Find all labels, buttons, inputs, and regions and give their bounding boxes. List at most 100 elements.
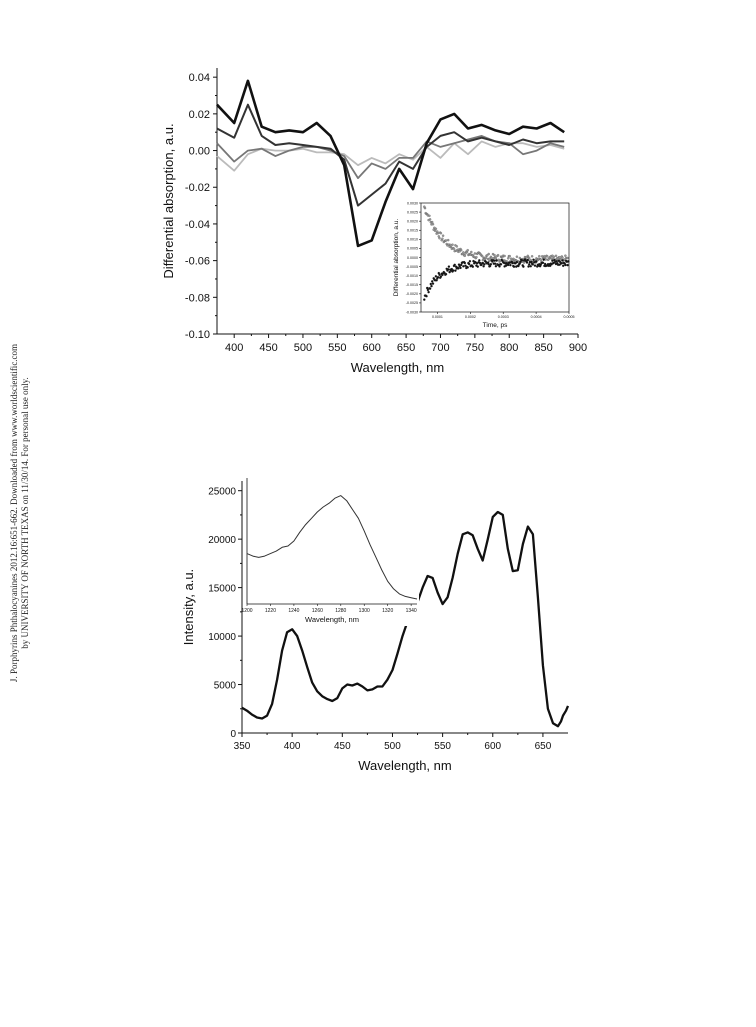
- inset-point-series-2: [567, 260, 570, 263]
- inset-point-series-1: [508, 254, 511, 258]
- inset-point-series-1: [561, 256, 564, 259]
- inset-point-series-2: [466, 266, 469, 269]
- inset-point-series-2: [535, 260, 538, 263]
- inset-point-series-2: [462, 265, 465, 268]
- inset-point-series-1: [438, 236, 441, 240]
- inset-x-tick-label: 0.0002: [465, 315, 476, 319]
- inset-point-series-2: [425, 295, 428, 298]
- inset-point-series-1: [494, 256, 498, 260]
- inset-point-series-2: [560, 262, 564, 265]
- inset-point-series-2: [512, 265, 516, 268]
- inset-point-series-2: [542, 258, 545, 261]
- inset-point-series-2: [439, 275, 443, 278]
- inset-point-series-1: [539, 258, 543, 261]
- inset-point-series-1: [452, 247, 456, 250]
- x-tick-label: 400: [225, 342, 243, 354]
- x-tick-label: 850: [534, 342, 552, 354]
- inset-x-axis-label: Time, ps: [483, 322, 508, 329]
- inset-point-series-2: [436, 276, 440, 279]
- x-tick-label: 450: [259, 342, 277, 354]
- inset-point-series-1: [530, 255, 534, 258]
- inset-point-series-2: [452, 269, 455, 272]
- inset-point-series-1: [423, 206, 427, 210]
- inset-y-tick-label: -0.0005: [406, 265, 418, 269]
- inset-point-series-2: [428, 287, 432, 290]
- inset-point-series-2: [457, 267, 460, 270]
- inset-point-series-2: [498, 265, 501, 268]
- inset-point-series-2: [527, 265, 530, 268]
- x-tick-label: 750: [466, 342, 484, 354]
- inset-point-series-1: [564, 254, 567, 257]
- nir-inset-chart: 1200 1220 1240 1260 1280 1300 1320 1340 Waveleng…: [241, 478, 419, 626]
- y-tick-label: 25000: [208, 487, 236, 498]
- inset-point-series-1: [470, 250, 473, 254]
- inset-y-tick-label: 0.0030: [407, 201, 418, 205]
- inset-y-tick-label: -0.0015: [406, 283, 418, 287]
- inset-point-series-2: [520, 259, 524, 262]
- y-tick-label: -0.06: [185, 256, 210, 268]
- inset-point-series-2: [444, 272, 448, 276]
- inset-point-series-2: [529, 265, 532, 268]
- inset-point-series-2: [459, 266, 462, 270]
- inset-point-series-2: [541, 261, 545, 264]
- inset-point-series-2: [494, 265, 498, 268]
- inset-point-series-2: [561, 259, 564, 262]
- inset-y-tick-label: 0.0020: [407, 219, 418, 223]
- inset-point-series-1: [465, 250, 469, 254]
- inset-x-tick-label: 1200: [241, 608, 252, 614]
- inset-point-series-2: [447, 265, 451, 268]
- inset-point-series-2: [448, 270, 451, 274]
- inset-point-series-2: [515, 260, 519, 264]
- inset-point-series-2: [564, 263, 567, 267]
- inset-point-series-1: [455, 245, 458, 248]
- x-tick-label: 550: [328, 342, 346, 354]
- inset-point-series-2: [423, 298, 426, 301]
- series-line-2: [216, 103, 565, 207]
- x-tick-label: 700: [431, 342, 449, 354]
- inset-point-series-2: [454, 269, 457, 272]
- y-tick-label: 0.02: [189, 109, 210, 121]
- inset-line: [246, 495, 418, 600]
- inset-x-tick-label: 1300: [359, 608, 370, 614]
- y-tick-label: 10000: [208, 632, 236, 643]
- inset-point-series-2: [507, 263, 510, 267]
- inset-point-series-1: [507, 257, 510, 260]
- inset-point-series-1: [463, 254, 466, 257]
- inset-point-series-2: [562, 264, 565, 267]
- y-tick-label: 0: [230, 729, 236, 740]
- inset-point-series-1: [546, 255, 549, 258]
- x-tick-label: 500: [294, 342, 312, 354]
- y-tick-label: 5000: [214, 681, 237, 692]
- inset-point-series-1: [496, 253, 500, 257]
- inset-point-series-1: [473, 252, 477, 255]
- inset-point-series-1: [566, 256, 569, 260]
- inset-point-series-1: [428, 218, 432, 221]
- inset-x-tick-label: 1280: [335, 608, 346, 614]
- inset-point-series-2: [531, 263, 535, 266]
- inset-point-series-1: [558, 256, 561, 259]
- x-tick-label: 500: [384, 741, 401, 752]
- inset-point-series-1: [481, 254, 484, 258]
- inset-y-tick-label: -0.0010: [406, 274, 418, 278]
- y-tick-label: 0.04: [189, 72, 210, 84]
- inset-point-series-1: [490, 256, 493, 260]
- x-tick-label: 650: [535, 741, 552, 752]
- inset-x-tick-label: 0.0005: [564, 315, 575, 319]
- inset-point-series-1: [481, 258, 485, 262]
- inset-point-series-1: [488, 259, 491, 263]
- y-tick-label: 0.00: [189, 146, 210, 158]
- inset-point-series-2: [476, 265, 479, 268]
- y-tick-label: -0.02: [185, 182, 210, 194]
- inset-point-series-1: [434, 227, 438, 230]
- inset-x-tick-label: 1220: [265, 608, 276, 614]
- inset-y-tick-label: 0.0010: [407, 238, 418, 242]
- inset-point-series-1: [538, 255, 541, 258]
- inset-point-series-1: [444, 239, 448, 242]
- inset-point-series-1: [441, 237, 444, 240]
- inset-y-tick-label: -0.0025: [406, 301, 418, 305]
- inset-point-series-2: [499, 263, 503, 266]
- inset-point-series-1: [451, 243, 454, 246]
- inset-point-series-2: [434, 275, 438, 278]
- inset-point-series-1: [487, 252, 490, 256]
